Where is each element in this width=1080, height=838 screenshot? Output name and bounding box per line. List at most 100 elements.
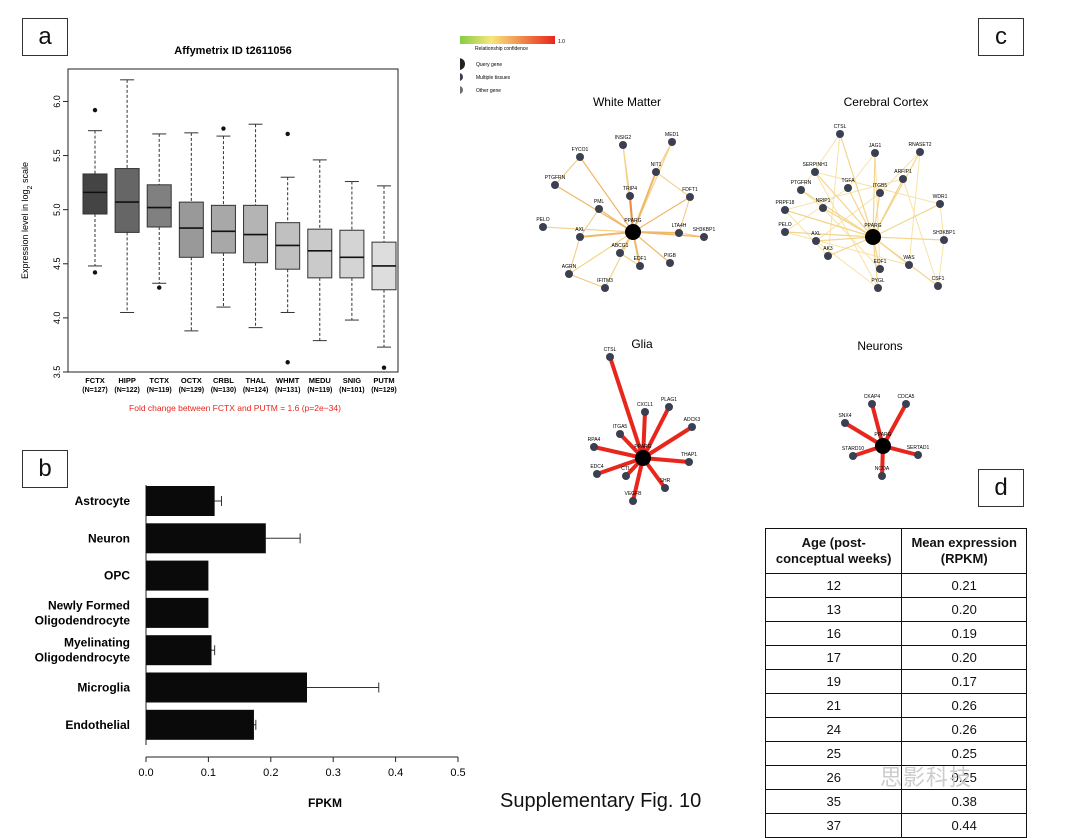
age-cell: 17 xyxy=(764,645,903,670)
gene-label: NIT1 xyxy=(651,162,662,168)
query-gene-node xyxy=(865,229,881,245)
network-edge xyxy=(678,196,691,234)
expression-cell: 0.21 xyxy=(901,573,1027,598)
age-cell: 21 xyxy=(764,693,903,718)
expression-cell: 0.17 xyxy=(901,669,1027,694)
network-edge xyxy=(568,273,606,289)
gene-node xyxy=(622,472,630,480)
outlier-point xyxy=(157,285,162,290)
gene-node xyxy=(595,205,603,213)
age-cell: 37 xyxy=(764,813,903,838)
gene-label: PTGFRN xyxy=(791,180,812,186)
gene-label: RNASET2 xyxy=(908,142,931,148)
legend-multiple-label: Multiple tissues xyxy=(476,75,511,81)
gene-label: EDC4 xyxy=(590,464,604,470)
category-label: Microglia xyxy=(77,681,130,695)
query-gene-node xyxy=(875,438,891,454)
table-header-age: Age (post-conceptual weeks) xyxy=(764,528,903,574)
gene-label: SH3KBP1 xyxy=(693,227,716,233)
confidence-scale-bar xyxy=(460,36,555,44)
gene-label: SNX4 xyxy=(838,413,851,419)
gene-label: AK3 xyxy=(823,246,833,252)
boxplot-chart: Affymetrix ID t2611056 3.5 4.0 4.5 5.0 5.5 6.0… xyxy=(20,45,399,413)
network-edge xyxy=(872,236,879,289)
network-edge xyxy=(872,152,876,238)
network-edge xyxy=(902,178,939,287)
network-glia: Glia CTSL CXCL1 PLAG1 ADCK3 ITGA5 RPA4 THAP1 EDC… xyxy=(588,337,701,505)
gene-label: CTSL xyxy=(604,347,617,353)
x-tick-label: CRBL xyxy=(213,376,234,385)
network-edge xyxy=(554,156,581,186)
gene-node xyxy=(841,419,849,427)
network-edge xyxy=(872,236,939,287)
network-edge xyxy=(542,226,634,233)
x-tick-count: (N=129) xyxy=(179,387,204,394)
bar xyxy=(146,486,215,516)
network-title: Cerebral Cortex xyxy=(844,95,929,109)
expression-table: Age (post-conceptual weeks) Mean express… xyxy=(764,528,1027,838)
gene-node xyxy=(868,400,876,408)
gene-label: SH3KBP1 xyxy=(933,230,956,236)
bar xyxy=(146,672,307,703)
bar xyxy=(146,560,209,591)
table-header-row: Age (post-conceptual weeks) Mean express… xyxy=(764,528,1027,574)
gene-label: WAS xyxy=(903,255,915,261)
x-tick-count: (N=127) xyxy=(82,387,107,394)
gene-label: PELO xyxy=(778,222,791,228)
gene-node xyxy=(593,470,601,478)
network-edge xyxy=(879,151,921,194)
gene-node xyxy=(876,265,884,273)
query-gene-label: PPARG xyxy=(624,218,641,224)
gene-label: THAP1 xyxy=(681,452,697,458)
y-tick-label: 4.0 xyxy=(52,312,62,325)
x-axis-label: FPKM xyxy=(308,796,342,810)
gene-node xyxy=(844,184,852,192)
category-label: OPC xyxy=(104,569,130,583)
gene-node xyxy=(666,259,674,267)
x-tick-count: (N=131) xyxy=(275,387,300,394)
network-edge xyxy=(632,196,691,233)
gene-node xyxy=(685,458,693,466)
gene-label: PIGB xyxy=(664,253,677,259)
network-edge xyxy=(800,189,874,238)
panel-label-a: a xyxy=(22,18,68,56)
gene-node xyxy=(811,168,819,176)
bar xyxy=(146,635,212,666)
header-line: Mean expression xyxy=(911,535,1017,550)
gene-label: PELO xyxy=(536,217,549,223)
network-edge xyxy=(784,187,849,233)
network-edge xyxy=(579,156,634,233)
expression-cell: 0.20 xyxy=(901,597,1027,622)
network-edge xyxy=(784,231,874,238)
gene-label: CTL xyxy=(621,466,631,472)
gene-label: EDF1 xyxy=(634,256,647,262)
gene-node xyxy=(874,284,882,292)
network-edge xyxy=(815,236,874,242)
gene-label: AXL xyxy=(811,231,821,237)
gene-node xyxy=(619,141,627,149)
gene-node xyxy=(551,181,559,189)
plot-frame xyxy=(67,68,399,373)
scale-max-label: 1.0 xyxy=(558,39,565,45)
x-tick-count: (N=129) xyxy=(371,387,396,394)
network-edge xyxy=(596,456,644,476)
gene-node xyxy=(576,153,584,161)
gene-node xyxy=(876,189,884,197)
network-edge xyxy=(568,231,634,275)
network-neurons: Neurons CKAP4 CDCA5 SNX4 STARD10 SERTAD1 NCOA P… xyxy=(838,339,930,480)
x-tick-label: FCTX xyxy=(85,376,105,385)
gene-node xyxy=(665,403,673,411)
table-row: 24 0.26 xyxy=(764,717,1027,742)
gene-label: VEGFB xyxy=(625,491,643,497)
x-tick-label: MEDU xyxy=(309,376,331,385)
gene-node xyxy=(871,149,879,157)
x-tick-count: (N=130) xyxy=(211,387,236,394)
bar xyxy=(146,597,209,628)
network-edge xyxy=(655,171,691,198)
header-line: (RPKM) xyxy=(940,551,988,566)
gene-label: EDF1 xyxy=(874,259,887,265)
network-edge xyxy=(847,187,874,238)
expression-cell: 0.26 xyxy=(901,693,1027,718)
category-label: Endothelial xyxy=(65,718,130,732)
